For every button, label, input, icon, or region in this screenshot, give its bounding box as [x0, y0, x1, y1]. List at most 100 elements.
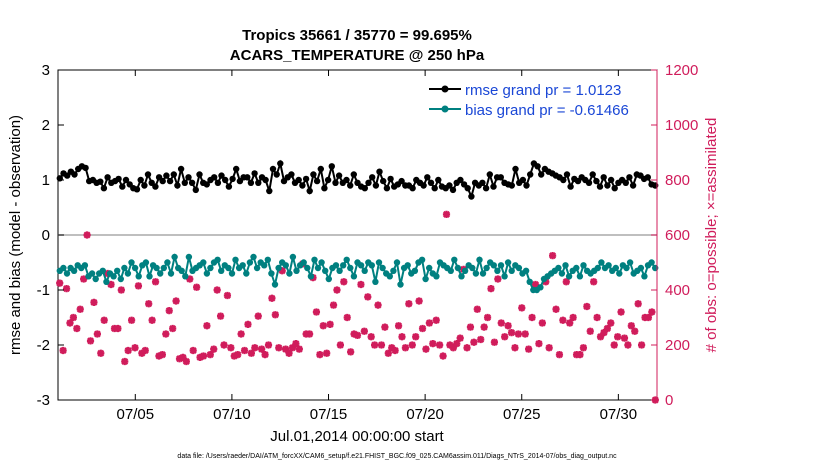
bias-point	[515, 264, 523, 272]
bias-point	[501, 273, 508, 280]
rmse-point	[277, 160, 284, 167]
bias-point	[225, 264, 232, 272]
obs-count-marker	[579, 344, 588, 352]
bias-point	[142, 259, 150, 266]
bias-series	[56, 253, 659, 294]
rmse-point	[380, 177, 387, 185]
x-axis-label: Jul.01,2014 00:00:00 start	[270, 428, 444, 445]
obs-count-marker	[504, 322, 512, 330]
bias-point	[300, 259, 307, 266]
rmse-point	[468, 193, 475, 200]
bias-point	[418, 256, 426, 263]
bias-point	[555, 264, 562, 272]
rmse-point	[71, 171, 78, 178]
obs-count-marker	[381, 323, 389, 331]
obs-count-marker	[172, 297, 180, 305]
rmse-point	[218, 172, 225, 179]
bias-point	[605, 262, 612, 269]
rmse-point	[585, 179, 593, 186]
rmse-point	[214, 179, 222, 186]
bias-point	[232, 256, 239, 263]
left-tick-label: -1	[37, 282, 50, 299]
obs-count-marker	[607, 319, 615, 327]
obs-count-marker	[186, 275, 194, 283]
obs-count-marker	[473, 305, 481, 313]
obs-count-marker	[463, 344, 471, 352]
obs-count-marker	[425, 319, 433, 327]
obs-count-marker	[562, 278, 570, 286]
bias-point	[60, 264, 67, 272]
rmse-point	[644, 174, 651, 181]
right-tick-label: 1200	[665, 62, 698, 79]
obs-count-marker	[364, 293, 372, 301]
x-tick-label: 07/15	[310, 406, 348, 423]
rmse-point	[420, 182, 427, 189]
rmse-point	[600, 174, 607, 181]
obs-count-marker	[453, 340, 461, 348]
rmse-point	[222, 176, 229, 184]
rmse-point	[335, 172, 343, 179]
x-tick-label: 07/10	[213, 406, 251, 423]
obs-count-marker	[271, 311, 279, 319]
rmse-point	[225, 183, 233, 190]
bias-point	[573, 264, 580, 272]
rmse-point	[247, 179, 255, 186]
obs-count-marker	[497, 319, 505, 327]
obs-count-marker	[134, 282, 143, 290]
bias-point	[458, 273, 465, 280]
bias-point	[157, 270, 164, 277]
rmse-point	[97, 178, 104, 185]
bias-point	[200, 259, 207, 266]
bias-point	[537, 284, 544, 291]
bias-point	[304, 264, 311, 272]
obs-count-marker	[268, 294, 276, 302]
obs-count-marker	[415, 297, 423, 305]
obs-count-marker	[230, 352, 238, 360]
obs-count-marker	[391, 346, 399, 355]
obs-count-marker	[603, 324, 611, 333]
rmse-point	[122, 176, 130, 184]
rmse-point	[203, 181, 210, 188]
bias-point	[246, 259, 254, 266]
rmse-point	[611, 185, 618, 192]
bias-point	[490, 262, 497, 269]
obs-count-marker	[247, 349, 255, 357]
obs-count-marker	[507, 329, 516, 337]
rmse-point	[563, 171, 571, 178]
right-tick-label: 600	[665, 227, 690, 244]
bias-point	[250, 253, 257, 261]
obs-count-marker	[285, 349, 293, 357]
obs-count-marker	[333, 286, 341, 294]
obs-count-series	[56, 210, 659, 404]
bias-point	[361, 267, 368, 274]
legend-bias-label: bias grand pr = -0.61466	[465, 102, 629, 119]
obs-count-marker	[360, 327, 368, 335]
bias-point	[264, 256, 271, 263]
obs-count-marker	[388, 344, 396, 352]
obs-count-marker	[169, 324, 177, 333]
rmse-point	[100, 185, 108, 192]
obs-count-marker	[569, 313, 577, 322]
rmse-point	[299, 182, 306, 189]
bias-point	[433, 273, 440, 280]
obs-count-marker	[193, 283, 201, 291]
obs-count-marker	[264, 341, 273, 349]
obs-count-marker	[490, 338, 499, 346]
x-axis: 07/05 07/10 07/15 07/20 07/25 07/30	[117, 70, 637, 423]
bias-point	[103, 278, 110, 285]
bias-point	[641, 273, 648, 280]
obs-count-marker	[59, 346, 67, 355]
rmse-point	[196, 171, 203, 178]
rmse-point	[152, 183, 159, 190]
bias-point	[393, 259, 401, 266]
obs-count-marker	[401, 344, 410, 352]
obs-count-marker	[323, 349, 331, 357]
obs-count-marker	[614, 333, 622, 341]
obs-count-marker	[576, 351, 584, 359]
bias-point	[121, 264, 128, 272]
rmse-point	[589, 171, 596, 178]
rmse-point	[262, 176, 269, 184]
obs-count-marker	[357, 280, 365, 289]
obs-count-marker	[624, 341, 632, 349]
obs-count-marker	[617, 308, 625, 316]
